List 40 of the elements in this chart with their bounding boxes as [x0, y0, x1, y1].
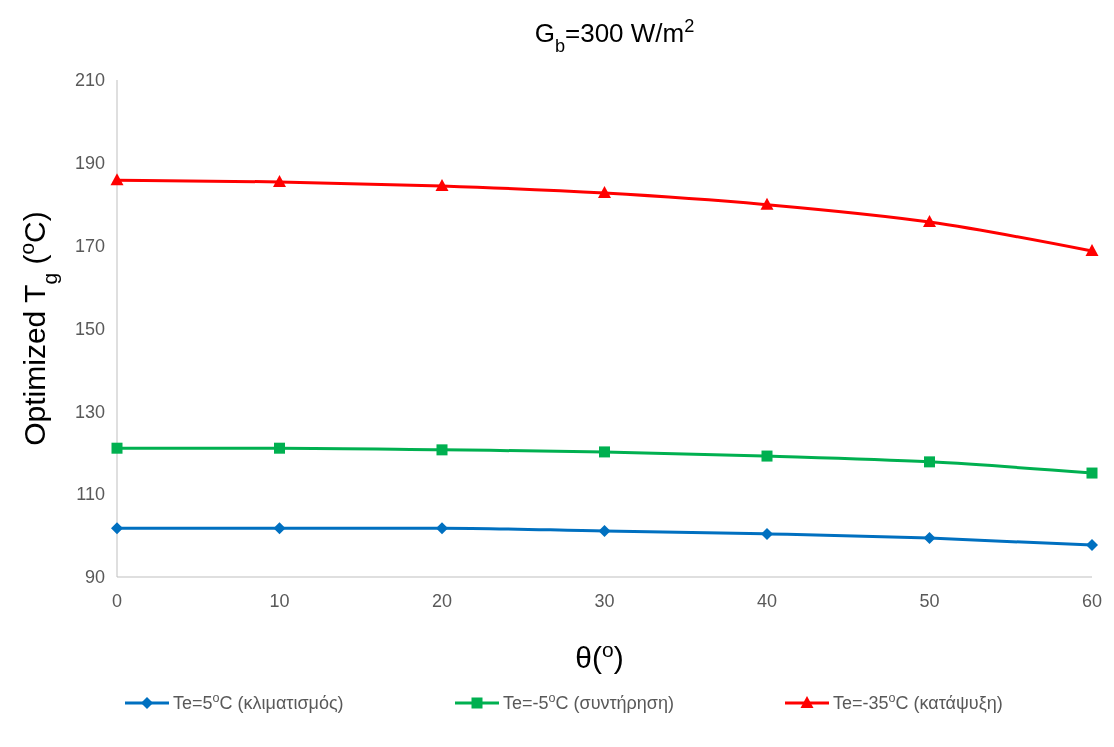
point [761, 527, 773, 540]
x-tick-label: 40 [756, 591, 778, 611]
point [1085, 244, 1099, 257]
x-tick-label: 50 [919, 591, 940, 611]
legend-label: Te=5$^{o}$C (κλιματισμός) [173, 691, 344, 714]
point [274, 442, 285, 454]
point [923, 532, 936, 545]
y-tick-label: 190 [74, 153, 105, 174]
point [1086, 539, 1098, 552]
point [760, 197, 774, 210]
y-tick-label: 150 [74, 318, 105, 339]
point [436, 444, 448, 456]
x-tick-label: 0 [111, 591, 123, 611]
point [598, 525, 611, 538]
point [111, 522, 123, 535]
point [599, 446, 610, 458]
y-tick-label: 90 [84, 567, 105, 588]
point [111, 442, 123, 454]
point [435, 179, 449, 192]
point [924, 456, 935, 468]
x-tick-label: 10 [269, 591, 290, 611]
point [273, 522, 286, 535]
chart-title: G$_{b}$=300 W/m$^{2}$ [534, 16, 695, 56]
point [598, 186, 611, 199]
x-tick-label: 20 [431, 591, 453, 611]
point [110, 173, 124, 186]
point [273, 174, 286, 187]
x-axis-title: θ($^{o}$) [575, 637, 624, 674]
point [923, 215, 936, 228]
point [761, 450, 773, 462]
y-tick-label: 130 [74, 401, 105, 422]
point [436, 522, 448, 535]
legend-label: Te=-5$^{o}$C (συντήρηση) [503, 691, 674, 714]
y-tick-label: 170 [74, 235, 105, 256]
legend-label: Te=-35$^{o}$C (κατάψυξη) [833, 691, 1003, 714]
y-tick-label: 110 [76, 484, 105, 505]
x-tick-label: 60 [1081, 591, 1103, 611]
y-tick-label: 210 [74, 70, 105, 91]
x-tick-label: 30 [594, 591, 615, 611]
point [1086, 467, 1098, 479]
